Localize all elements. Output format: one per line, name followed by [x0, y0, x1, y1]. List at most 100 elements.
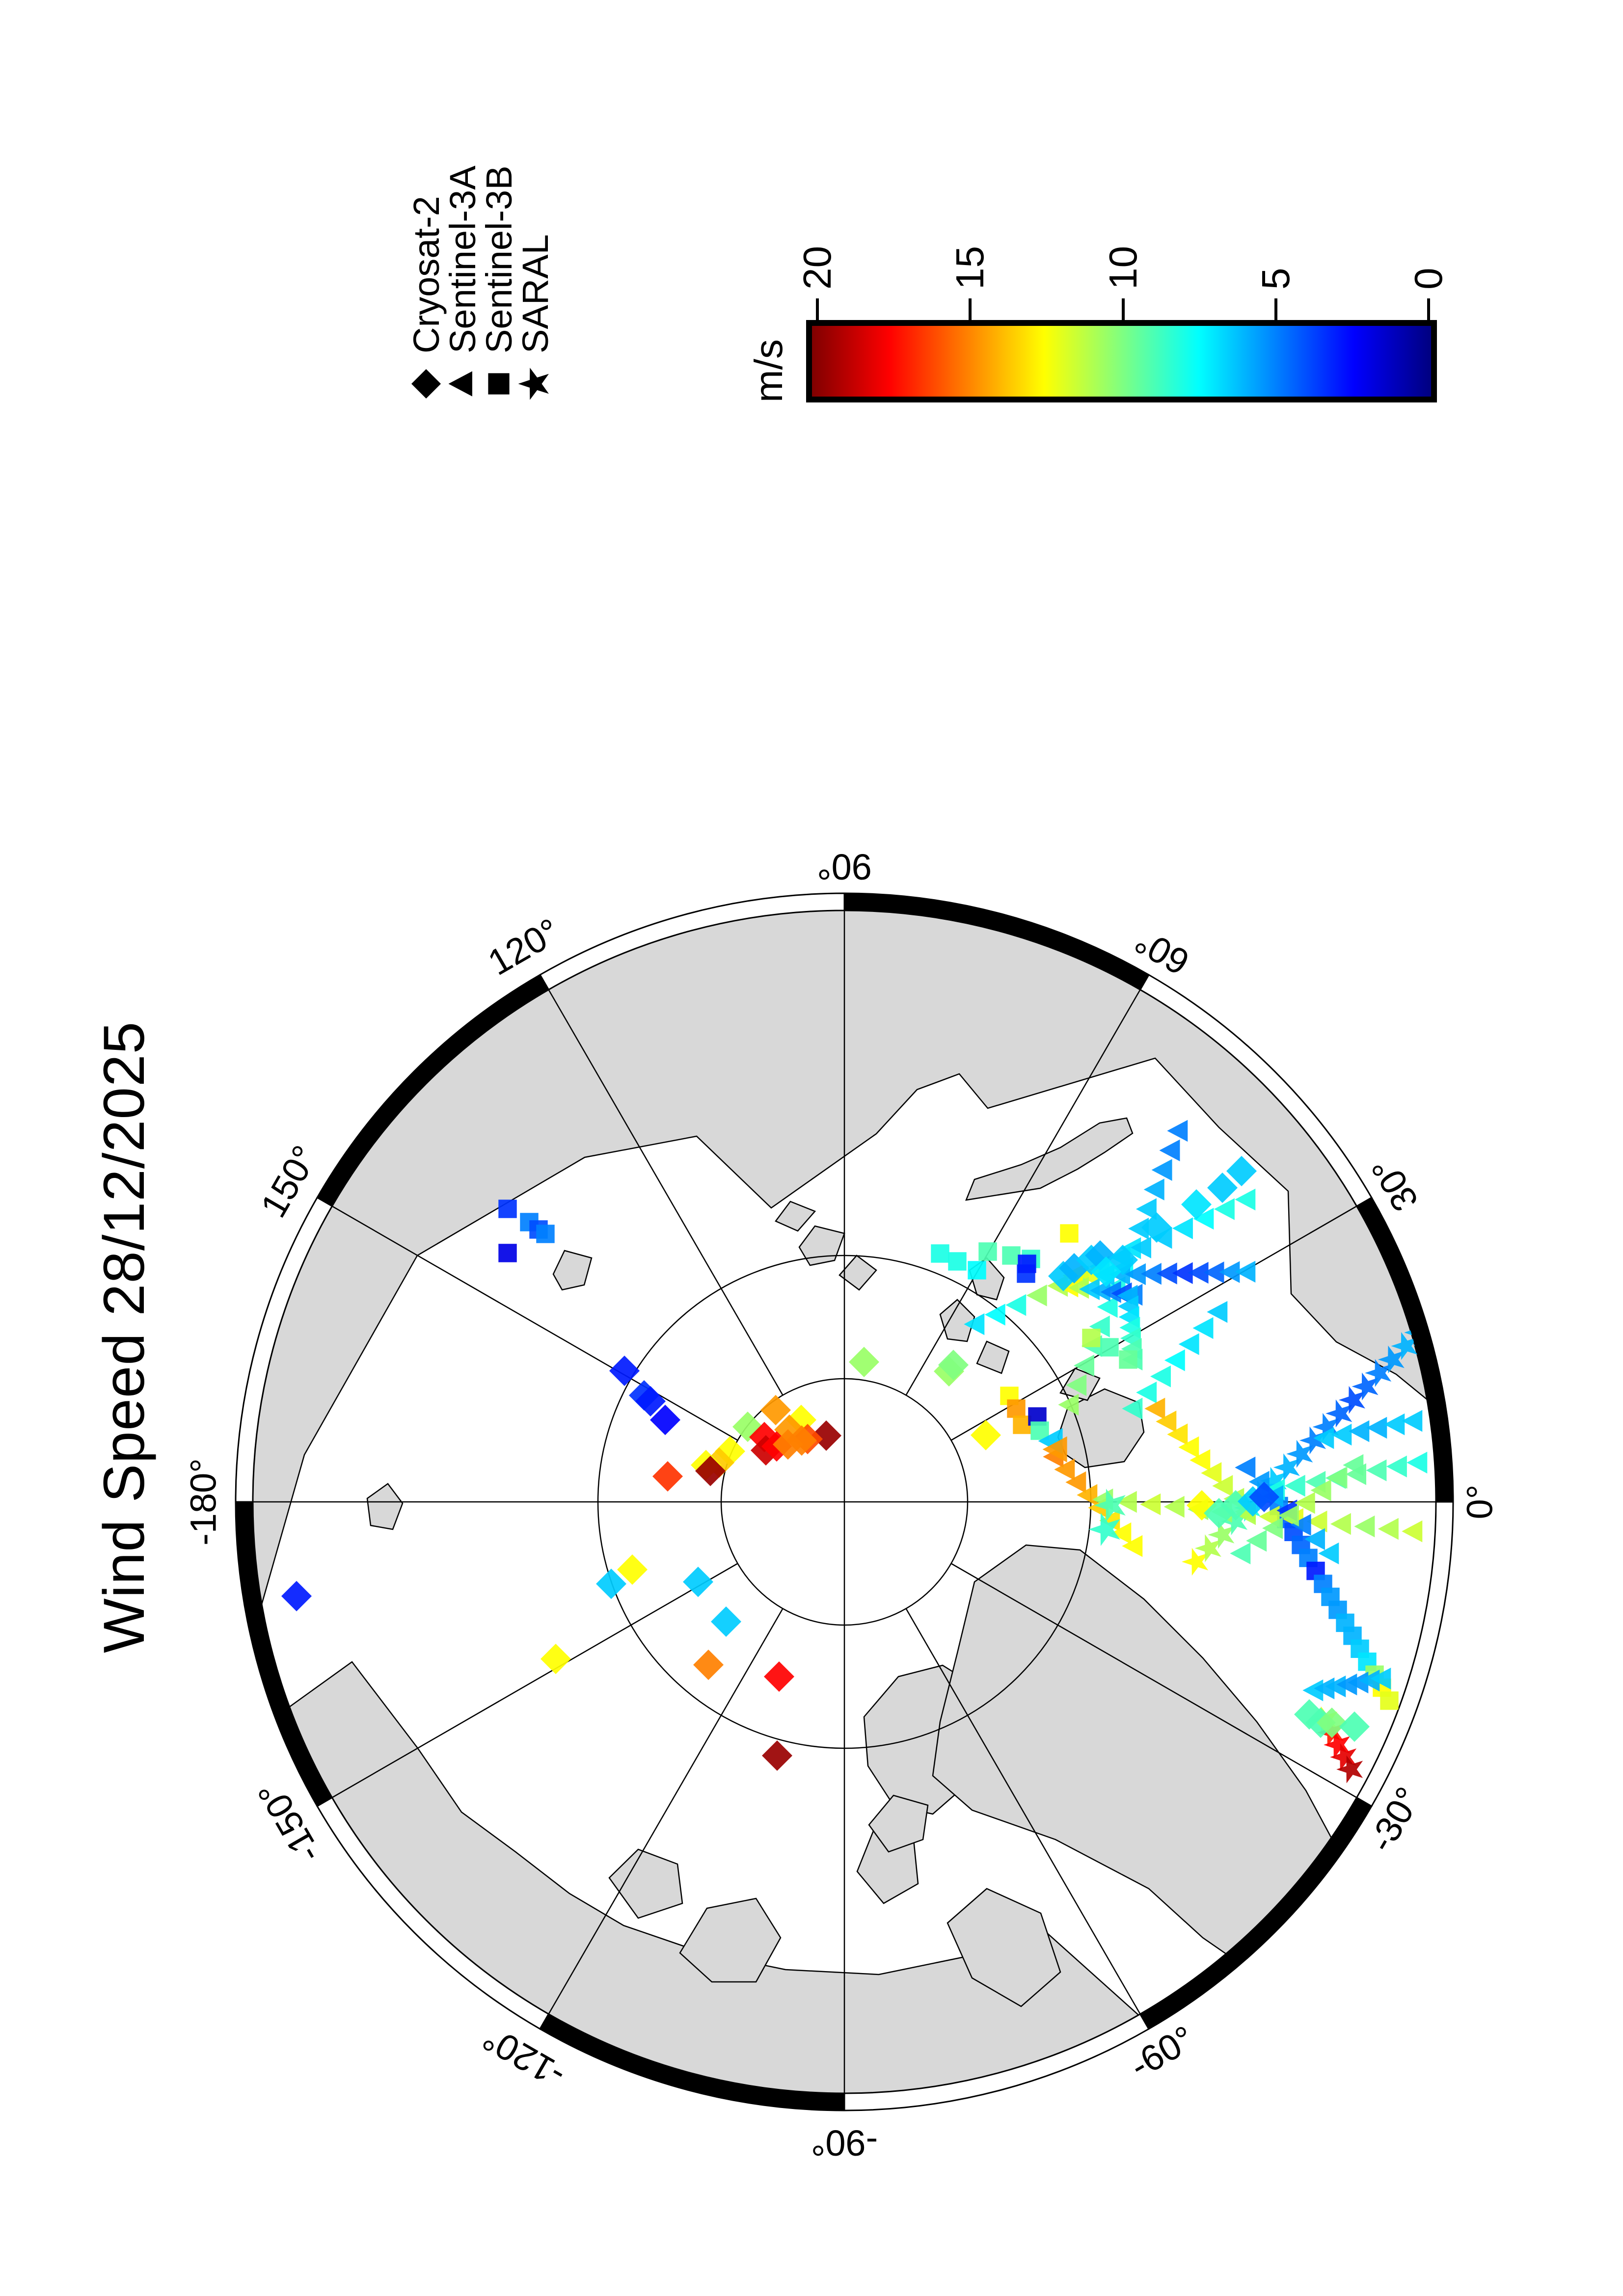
marker-triangle	[1140, 1493, 1161, 1516]
marker-triangle	[964, 1313, 985, 1335]
map-frame-ring	[235, 892, 1454, 2111]
marker-triangle	[1348, 1671, 1369, 1694]
lon-label--180°: -180°	[183, 1458, 224, 1546]
marker-star	[1286, 1440, 1313, 1468]
land-franz-josef-1	[939, 1299, 975, 1342]
marker-square	[968, 1261, 986, 1280]
marker-star	[1312, 1413, 1339, 1441]
marker-star	[1208, 1521, 1235, 1549]
meridian--60	[905, 1608, 1141, 2015]
marker-diamond	[1207, 1173, 1238, 1203]
colorbar-tick-label: 0	[1407, 267, 1450, 290]
marker-square	[1002, 1246, 1021, 1265]
marker-triangle	[1128, 1218, 1149, 1240]
marker-triangle	[1230, 1542, 1251, 1565]
colorbar-tick-label: 5	[1253, 267, 1298, 290]
marker-triangle	[1290, 1514, 1311, 1536]
lon-label-90°: 90°	[817, 846, 872, 887]
marker-diamond	[1339, 1711, 1370, 1742]
marker-triangle	[1262, 1517, 1283, 1539]
marker-diamond	[1226, 1156, 1257, 1186]
marker-star	[1365, 1359, 1392, 1387]
marker-triangle	[1318, 1093, 1339, 1116]
marker-diamond	[652, 1461, 683, 1492]
marker-triangle	[1212, 1475, 1233, 1497]
meridian-60	[905, 989, 1141, 1396]
meridian--150	[331, 1563, 738, 1798]
marker-triangle	[1326, 1467, 1348, 1489]
marker-triangle	[1122, 1535, 1143, 1557]
marker-star	[1391, 1332, 1418, 1360]
marker-triangle	[1325, 1675, 1346, 1698]
marker-square	[1100, 1338, 1119, 1357]
marker-triangle	[1058, 1393, 1079, 1416]
marker-diamond	[683, 1567, 713, 1597]
marker-triangle	[1359, 1669, 1380, 1692]
marker-triangle	[1294, 1492, 1315, 1514]
land-wrangel-island	[366, 1483, 404, 1530]
marker-triangle	[1190, 1449, 1211, 1471]
marker-diamond	[1317, 1708, 1347, 1738]
marker-square	[1380, 1691, 1399, 1710]
colorbar-tick	[969, 298, 972, 320]
land-severnaya-zemlya-2	[775, 1201, 816, 1232]
marker-diamond	[1249, 1482, 1279, 1512]
legend-item-Sentinel-3A: Sentinel-3A	[442, 165, 483, 403]
marker-triangle	[1336, 1673, 1357, 1696]
marker-diamond	[971, 1420, 1001, 1450]
marker-triangle	[1122, 1397, 1143, 1420]
marker-star	[1088, 1513, 1120, 1546]
marker-triangle	[1203, 1261, 1224, 1283]
marker-triangle	[1136, 1198, 1157, 1220]
triangle-icon	[448, 371, 472, 397]
marker-triangle	[1366, 1416, 1387, 1439]
marker-square	[948, 1252, 967, 1271]
marker-triangle	[1167, 1423, 1188, 1445]
marker-triangle	[1201, 1462, 1222, 1484]
marker-triangle	[1172, 1262, 1193, 1284]
marker-triangle	[1159, 1139, 1180, 1162]
marker-triangle	[1125, 1263, 1146, 1285]
colorbar-tick-label: 20	[795, 246, 839, 290]
marker-triangle	[1156, 1262, 1177, 1284]
marker-triangle	[1278, 1504, 1299, 1527]
marker-triangle	[1074, 1355, 1094, 1377]
marker-triangle	[1354, 1515, 1375, 1538]
marker-diamond	[596, 1569, 626, 1599]
marker-square	[498, 1200, 517, 1218]
marker-triangle	[1054, 1458, 1075, 1481]
marker-diamond	[281, 1581, 312, 1611]
marker-triangle	[1192, 1317, 1214, 1339]
marker-square	[536, 1225, 555, 1243]
marker-star	[1330, 1743, 1357, 1771]
marker-triangle	[1306, 1510, 1327, 1533]
legend-item-SARAL: SARAL	[514, 234, 556, 403]
star-icon	[518, 368, 549, 400]
marker-diamond	[711, 1606, 741, 1637]
marker-triangle	[1066, 1374, 1087, 1396]
legend-item-Cryosat-2: Cryosat-2	[406, 196, 447, 403]
marker-triangle	[1079, 1278, 1100, 1300]
marker-triangle	[1188, 1261, 1209, 1284]
marker-triangle	[1005, 1294, 1027, 1316]
marker-triangle	[1100, 1281, 1121, 1303]
marker-triangle	[1366, 1459, 1387, 1481]
land-novaya-zemlya	[965, 1117, 1134, 1201]
legend-label: SARAL	[514, 234, 556, 353]
meridian-120	[548, 989, 784, 1396]
marker-star	[1221, 1507, 1248, 1536]
land-baffin-island	[947, 1888, 1061, 2007]
marker-diamond	[1091, 1256, 1121, 1287]
marker-triangle	[1193, 1207, 1214, 1230]
marker-triangle	[1178, 1436, 1199, 1458]
marker-diamond	[762, 1740, 792, 1771]
marker-diamond	[541, 1644, 571, 1674]
colorbar-unit-label: m/s	[747, 339, 790, 402]
marker-diamond	[635, 1386, 666, 1416]
marker-triangle	[1407, 1451, 1428, 1474]
marker-diamond	[938, 1350, 969, 1380]
legend-label: Cryosat-2	[406, 196, 447, 353]
marker-square	[978, 1242, 997, 1261]
